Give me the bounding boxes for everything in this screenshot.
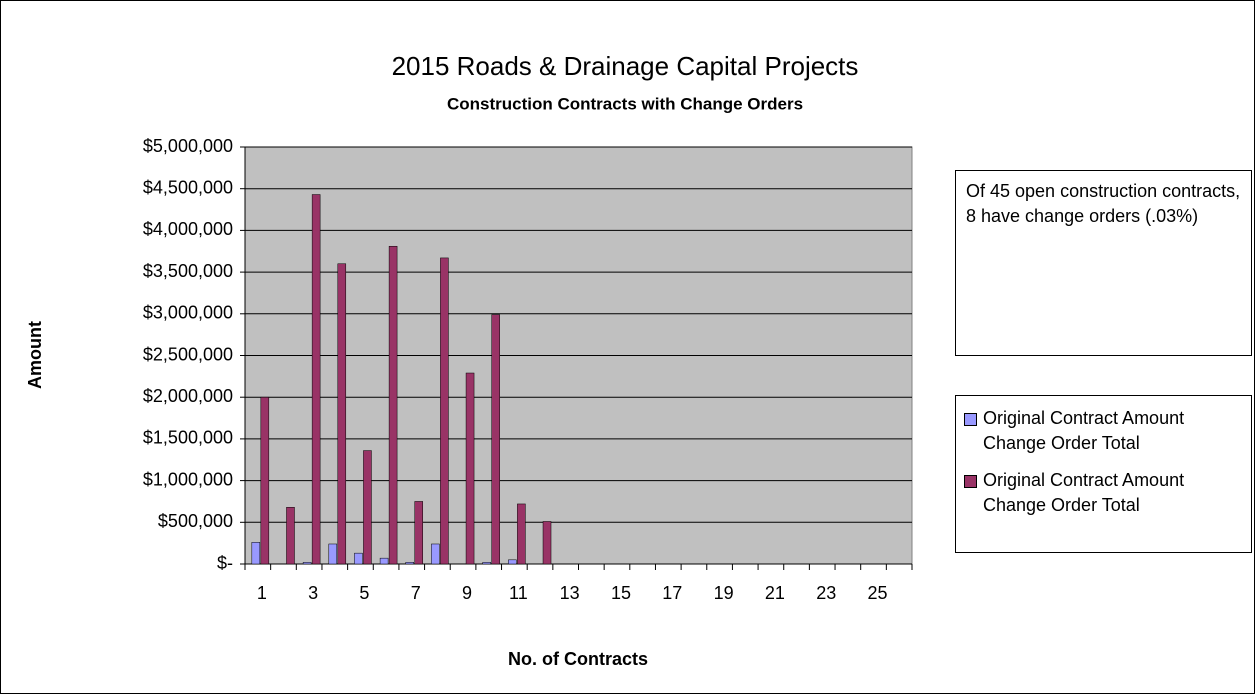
- chart-subtitle: Construction Contracts with Change Order…: [447, 94, 803, 113]
- y-tick-label: $1,000,000: [143, 469, 233, 489]
- bar: [482, 562, 491, 565]
- bar: [431, 543, 440, 565]
- bar: [354, 552, 363, 565]
- bar: [251, 542, 261, 565]
- y-axis-label: Amount: [25, 321, 45, 389]
- x-tick-label: 9: [462, 583, 472, 603]
- x-tick-label: 19: [714, 583, 734, 603]
- legend-entry: Original Contract Amount Change Order To…: [964, 406, 1243, 456]
- x-tick-label: 3: [308, 583, 318, 603]
- legend-entry: Original Contract Amount Change Order To…: [964, 468, 1243, 518]
- annotation: Of 45 open construction contracts, 8 hav…: [955, 170, 1252, 356]
- legend-swatch: [964, 475, 977, 488]
- bar: [405, 562, 414, 565]
- y-tick-label: $5,000,000: [143, 136, 233, 156]
- bar: [388, 245, 398, 565]
- bar: [311, 194, 321, 565]
- x-tick-label: 21: [765, 583, 785, 603]
- legend-label: Original Contract Amount Change Order To…: [983, 408, 1185, 453]
- bar: [363, 450, 372, 565]
- y-tick-label: $3,500,000: [143, 261, 233, 281]
- x-tick-label: 15: [611, 583, 631, 603]
- x-tick-label: 5: [359, 583, 369, 603]
- y-tick-label: $2,000,000: [143, 386, 233, 406]
- x-axis-label: No. of Contracts: [508, 649, 648, 669]
- bar: [302, 562, 312, 565]
- x-tick-label: 11: [509, 583, 528, 603]
- x-tick-label: 13: [560, 583, 580, 603]
- x-tick-label: 17: [662, 583, 682, 603]
- bar: [379, 557, 389, 565]
- y-tick-label: $3,000,000: [143, 303, 233, 323]
- y-tick-label: $-: [217, 553, 233, 573]
- y-tick-label: $4,500,000: [143, 177, 233, 197]
- legend-swatch: [964, 413, 977, 426]
- bar: [328, 543, 338, 565]
- bar: [508, 559, 517, 565]
- y-tick-label: $500,000: [158, 511, 233, 531]
- y-tick-label: $1,500,000: [143, 428, 233, 448]
- y-tick-label: $2,500,000: [143, 344, 233, 364]
- bar: [517, 503, 526, 565]
- y-tick-label: $4,000,000: [143, 219, 233, 239]
- legend: Original Contract Amount Change Order To…: [955, 395, 1252, 553]
- bar: [260, 396, 270, 565]
- bar: [465, 372, 475, 565]
- bar: [337, 263, 347, 565]
- legend-label: Original Contract Amount Change Order To…: [983, 470, 1185, 515]
- x-tick-label: 23: [816, 583, 836, 603]
- bar: [414, 501, 423, 565]
- bar: [542, 521, 552, 565]
- x-tick-label: 1: [257, 583, 267, 603]
- chart-title: 2015 Roads & Drainage Capital Projects: [392, 51, 859, 81]
- bar: [286, 507, 295, 565]
- bar: [440, 257, 449, 565]
- x-tick-label: 25: [868, 583, 888, 603]
- x-tick-label: 7: [411, 583, 421, 603]
- bar: [491, 314, 500, 565]
